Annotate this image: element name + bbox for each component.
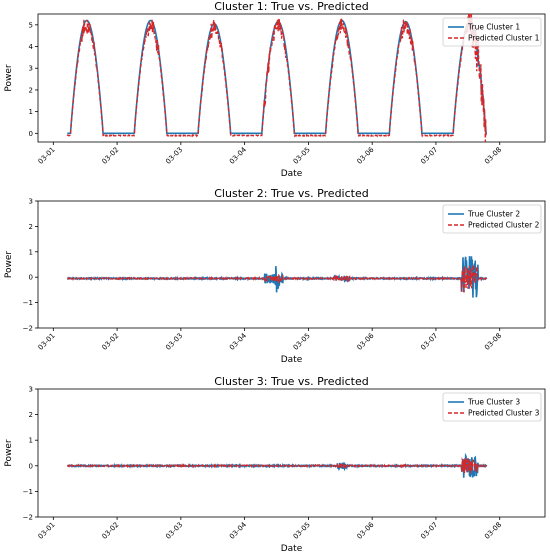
plot-frame (37, 13, 546, 143)
legend: True Cluster 1 Predicted Cluster 1 (442, 17, 542, 47)
x-tick-label: 03-01 (37, 521, 57, 541)
y-tick-label: 1 (29, 437, 33, 445)
legend-entry: Predicted Cluster 1 (468, 34, 540, 43)
series-line-predicted (66, 457, 488, 474)
chart-title: Cluster 1: True vs. Predicted (214, 0, 368, 13)
x-tick-label: 03-02 (100, 146, 120, 166)
x-axis-label: Date (281, 355, 303, 365)
y-tick-label: 1 (29, 248, 33, 256)
y-tick-label: 3 (29, 65, 33, 73)
x-tick-label: 03-08 (483, 521, 503, 541)
chart-panel-2: Cluster 2: True vs. Predicted −2 −1 0 1 2 3 03-… (4, 187, 546, 365)
y-tick-label: 0 (29, 130, 33, 138)
y-tick-label: −2 (23, 325, 33, 333)
x-tick-label: 03-07 (419, 521, 439, 541)
series-line-predicted (66, 14, 488, 142)
y-tick-label: 0 (29, 274, 33, 282)
legend-box (442, 392, 542, 422)
x-tick-label: 03-06 (356, 331, 376, 351)
y-tick-label: 0 (29, 462, 33, 470)
legend-entry: True Cluster 2 (467, 210, 520, 219)
plot-frame (37, 388, 546, 518)
legend-box (442, 17, 542, 47)
x-axis-label: Date (281, 544, 303, 552)
y-tick-label: 3 (29, 198, 33, 206)
x-tick-label: 03-05 (292, 146, 312, 166)
x-tick-label: 03-08 (483, 332, 503, 352)
x-tick-label: 03-04 (228, 145, 248, 165)
y-tick-label: 1 (29, 108, 33, 116)
chart-panel-3: Cluster 3: True vs. Predicted −2 −1 0 1 2 3 03-… (4, 375, 546, 552)
x-axis-label: Date (281, 169, 303, 179)
chart-title: Cluster 2: True vs. Predicted (214, 187, 368, 200)
x-tick-label: 03-03 (164, 521, 184, 541)
x-tick-label: 03-05 (292, 521, 312, 541)
legend-box (442, 204, 542, 234)
y-tick-label: −2 (23, 514, 33, 522)
y-axis-label: Power (4, 251, 14, 279)
series-line-predicted (67, 264, 488, 293)
y-tick-label: 2 (29, 86, 33, 94)
chart-title: Cluster 3: True vs. Predicted (214, 375, 368, 388)
y-tick-label: −1 (23, 299, 33, 307)
x-tick-label: 03-03 (164, 332, 184, 352)
y-tick-label: 2 (29, 223, 33, 231)
x-tick-label: 03-03 (164, 146, 184, 166)
plot-frame (37, 200, 546, 329)
x-tick-label: 03-01 (37, 146, 57, 166)
y-tick-label: 2 (29, 411, 33, 419)
chart-panel-1: Cluster 1: True vs. Predicted 0 1 2 3 4 5 03-01… (4, 0, 546, 179)
legend-entry: True Cluster 1 (467, 23, 520, 32)
x-tick-label: 03-02 (100, 332, 120, 352)
y-axis-label: Power (4, 64, 14, 92)
y-tick-label: 5 (29, 21, 33, 29)
x-tick-label: 03-06 (356, 520, 376, 540)
x-tick-label: 03-06 (356, 145, 376, 165)
legend: True Cluster 3 Predicted Cluster 3 (442, 392, 542, 422)
y-tick-label: 4 (29, 43, 34, 51)
legend-entry: Predicted Cluster 3 (468, 409, 540, 418)
x-tick-label: 03-07 (419, 146, 439, 166)
legend: True Cluster 2 Predicted Cluster 2 (442, 204, 542, 234)
x-tick-label: 03-02 (100, 521, 120, 541)
y-tick-label: 3 (29, 386, 33, 394)
x-tick-label: 03-05 (292, 332, 312, 352)
legend-entry: Predicted Cluster 2 (468, 221, 540, 230)
x-tick-label: 03-08 (483, 146, 503, 166)
x-tick-label: 03-07 (419, 332, 439, 352)
series-line-true (67, 17, 487, 135)
y-axis-label: Power (4, 439, 14, 467)
x-tick-label: 03-04 (228, 520, 248, 540)
x-tick-label: 03-01 (37, 332, 57, 352)
x-tick-label: 03-04 (228, 331, 248, 351)
legend-entry: True Cluster 3 (467, 398, 520, 407)
y-tick-label: −1 (23, 488, 33, 496)
